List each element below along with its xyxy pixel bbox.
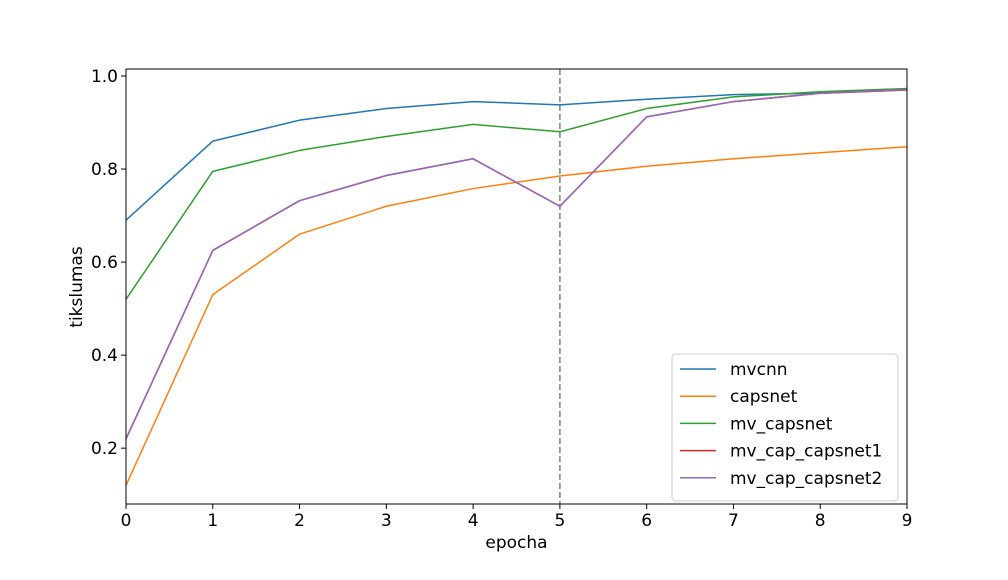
legend-label-capsnet: capsnet	[730, 387, 798, 407]
x-tick-label: 3	[381, 511, 392, 531]
x-tick-label: 5	[554, 511, 565, 531]
x-tick-label: 2	[294, 511, 305, 531]
series-line-mv_capsnet	[125, 87, 908, 300]
x-tick-label: 7	[728, 511, 739, 531]
axes: 0 1 2 3 4 5 6 7 8 9 0.2 0.4 0.6 0.8 1.0	[91, 67, 912, 531]
legend-label-mv_capsnet: mv_capsnet	[730, 414, 833, 434]
x-axis-label: epocha	[485, 533, 547, 553]
x-tick-label: 1	[207, 511, 218, 531]
x-tick-label: 4	[468, 511, 479, 531]
y-tick-label: 1.0	[91, 67, 118, 87]
x-tick-label: 0	[121, 511, 132, 531]
series-line-mv_cap_capsnet2	[125, 88, 908, 440]
plot-area	[125, 69, 908, 504]
axes-frame	[125, 68, 908, 505]
legend: mvcnn capsnet mv_capsnet mv_cap_capsnet1 mv_…	[671, 353, 899, 502]
legend-box	[671, 353, 899, 502]
legend-label-mv_cap_capsnet2: mv_cap_capsnet2	[730, 469, 882, 489]
y-tick-label: 0.8	[91, 160, 118, 180]
legend-label-mv_cap_capsnet1: mv_cap_capsnet1	[730, 442, 882, 462]
x-tick-label: 6	[641, 511, 652, 531]
y-axis-label: tikslumas	[67, 246, 87, 328]
y-tick-label: 0.6	[91, 253, 118, 273]
legend-label-mvcnn: mvcnn	[730, 360, 788, 380]
x-tick-label: 8	[815, 511, 826, 531]
y-tick-label: 0.4	[91, 346, 118, 366]
y-tick-label: 0.2	[91, 439, 118, 459]
x-tick-label: 9	[902, 511, 913, 531]
